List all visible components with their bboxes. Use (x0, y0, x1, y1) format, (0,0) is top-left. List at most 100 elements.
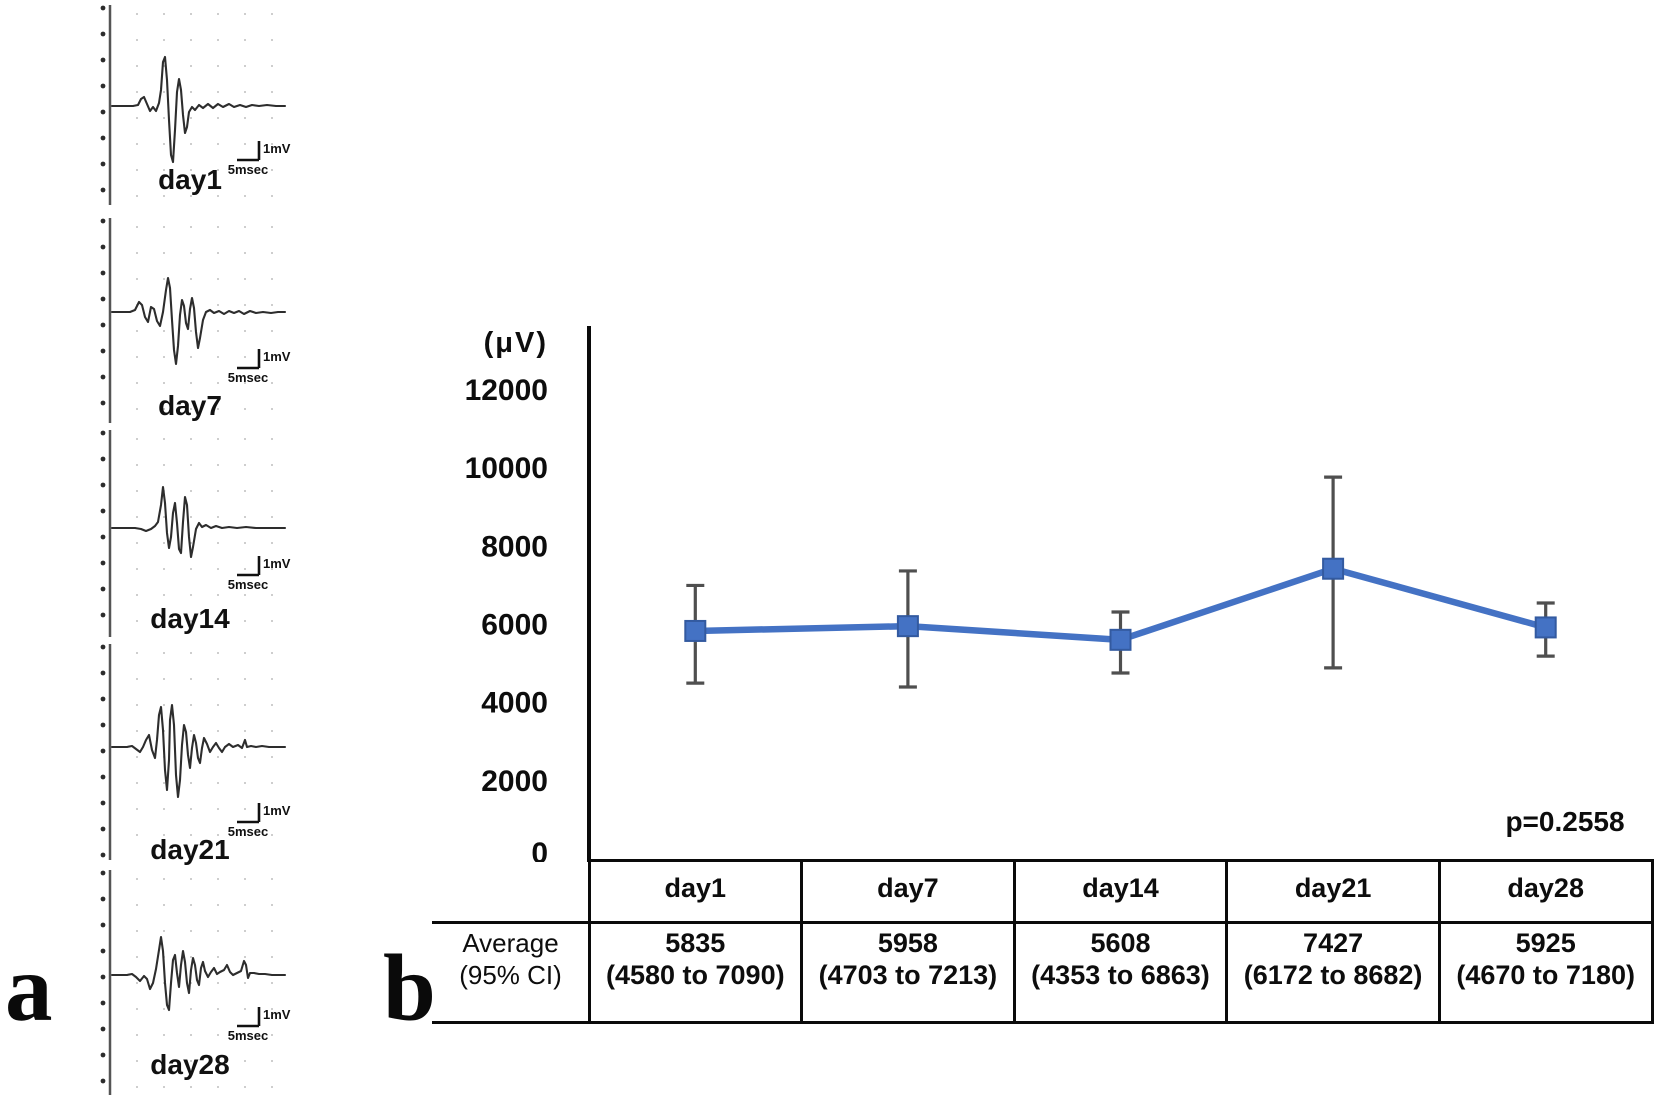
table-ci-day21: (6172 to 8682) (1243, 960, 1423, 990)
axis-tick-mark (100, 322, 106, 328)
axis-tick-mark (100, 161, 106, 167)
y-tick-label-6000: 6000 (481, 609, 548, 642)
row-header-line2: (95% CI) (459, 960, 562, 990)
scalebar-amplitude-label: 1mV (263, 803, 291, 818)
y-tick-label-12000: 12000 (465, 374, 548, 407)
axis-tick-mark (100, 722, 106, 728)
panel-label-a: a (5, 935, 53, 1041)
y-tick-label-8000: 8000 (481, 530, 548, 563)
table-header-day7: day7 (877, 873, 939, 903)
scalebar-time-label: 5msec (228, 577, 268, 592)
table-column-border (1650, 859, 1654, 1024)
y-tick-label-0: 0 (531, 837, 548, 862)
table-row-header: Average (95% CI) (432, 927, 589, 991)
waveform-panel-day28: 5msec 1mV day28 (85, 865, 320, 1095)
scalebar-time-label: 5msec (228, 824, 268, 839)
waveform-svg-day1: 5msec 1mV (100, 5, 291, 205)
data-marker-day14 (1109, 628, 1132, 651)
waveform-day-label-day7: day7 (158, 390, 222, 421)
axis-tick-mark (100, 534, 106, 540)
table-top-border (589, 859, 1654, 862)
table-ci-day28: (4670 to 7180) (1456, 960, 1635, 990)
axis-tick-mark (100, 896, 106, 902)
table-header-day21: day21 (1294, 873, 1372, 903)
waveform-svg-day28: 5msec 1mV (100, 870, 291, 1095)
waveform-panel-day1: 5msec 1mV day1 (85, 0, 320, 210)
axis-tick-mark (100, 974, 106, 980)
axis-tick-mark (100, 482, 106, 488)
waveform-svg-day14: 5msec 1mV (100, 430, 291, 637)
axis-tick-mark (100, 5, 106, 11)
table-cell-day28: 5925 (4670 to 7180) (1439, 927, 1652, 991)
axis-tick-mark (100, 1052, 106, 1058)
y-tick-label-10000: 10000 (465, 452, 548, 485)
axis-tick-mark (100, 218, 106, 224)
table-cell-day1: 5835 (4580 to 7090) (589, 927, 802, 991)
waveform-trace-day1 (110, 55, 287, 164)
waveform-panel-day21: 5msec 1mV day21 (85, 640, 320, 865)
data-marker-day7 (896, 615, 919, 638)
waveform-day-label-day1: day1 (158, 164, 222, 195)
axis-tick-mark (100, 560, 106, 566)
waveform-svg-day21: 5msec 1mV (100, 644, 291, 860)
scalebar-time-label: 5msec (228, 370, 268, 385)
amplitude-line-chart: (μV) 12000 10000 8000 6000 4000 2000 0 p=0.255… (465, 326, 1625, 862)
axis-tick-mark (100, 1000, 106, 1006)
table-cell-day14: 5608 (4353 to 6863) (1014, 927, 1227, 991)
axis-tick-mark (100, 922, 106, 928)
table-header-day14: day14 (1082, 873, 1159, 903)
axis-tick-mark (100, 586, 106, 592)
axis-tick-mark (100, 644, 106, 650)
waveform-svg-day7: 5msec 1mV (100, 218, 291, 423)
scalebar-amplitude-label: 1mV (263, 141, 291, 156)
table-ci-day7: (4703 to 7213) (818, 960, 998, 990)
waveform-day-label-day14: day14 (150, 603, 230, 634)
table-column-border (800, 859, 804, 1024)
y-tick-label-2000: 2000 (481, 765, 548, 798)
axis-tick-mark (100, 109, 106, 115)
axis-tick-mark (100, 1078, 106, 1084)
axis-tick-mark (100, 870, 106, 876)
panel-label-b: b (383, 935, 436, 1041)
axis-tick-mark (100, 57, 106, 63)
table-cell-day7: 5958 (4703 to 7213) (802, 927, 1015, 991)
row-header-line1: Average (462, 928, 559, 958)
axis-tick-mark (100, 348, 106, 354)
table-cell-day21: 7427 (6172 to 8682) (1227, 927, 1440, 991)
table-column-border (1437, 859, 1441, 1024)
waveform-panel-day14: 5msec 1mV day14 (85, 425, 320, 640)
waveform-panel-day7: 5msec 1mV day7 (85, 210, 320, 425)
table-mean-day1: 5835 (665, 928, 726, 958)
summary-table: Average (95% CI) day1 5835 (4580 to 7090) d… (432, 859, 1654, 1024)
axis-tick-mark (100, 852, 106, 858)
table-mean-day7: 5958 (877, 928, 938, 958)
waveform-trace-day28 (110, 935, 287, 1012)
waveform-day-label-day21: day21 (150, 834, 230, 865)
table-header-day1: day1 (664, 873, 727, 903)
axis-tick-mark (100, 135, 106, 141)
data-marker-day1 (684, 619, 707, 642)
table-column-border (1012, 859, 1016, 1024)
axis-tick-mark (100, 31, 106, 37)
scalebar-time-label: 5msec (228, 162, 268, 177)
waveform-trace-day14 (110, 485, 287, 559)
axis-tick-mark (100, 800, 106, 806)
axis-tick-mark (100, 696, 106, 702)
axis-tick-mark (100, 670, 106, 676)
axis-tick-mark (100, 83, 106, 89)
p-value-annotation: p=0.2558 (1505, 806, 1624, 837)
y-tick-label-4000: 4000 (481, 687, 548, 720)
waveform-trace-day7 (110, 276, 287, 366)
axis-tick-mark (100, 187, 106, 193)
axis-tick-mark (100, 400, 106, 406)
axis-tick-mark (100, 508, 106, 514)
table-ci-day14: (4353 to 6863) (1031, 960, 1210, 990)
table-header-day28: day28 (1507, 873, 1584, 903)
scalebar-time-label: 5msec (228, 1028, 268, 1043)
table-mean-day28: 5925 (1515, 928, 1576, 958)
axis-tick-mark (100, 244, 106, 250)
scalebar-amplitude-label: 1mV (263, 556, 291, 571)
scalebar-amplitude-label: 1mV (263, 1007, 291, 1022)
y-axis-unit-label: (μV) (484, 327, 548, 359)
